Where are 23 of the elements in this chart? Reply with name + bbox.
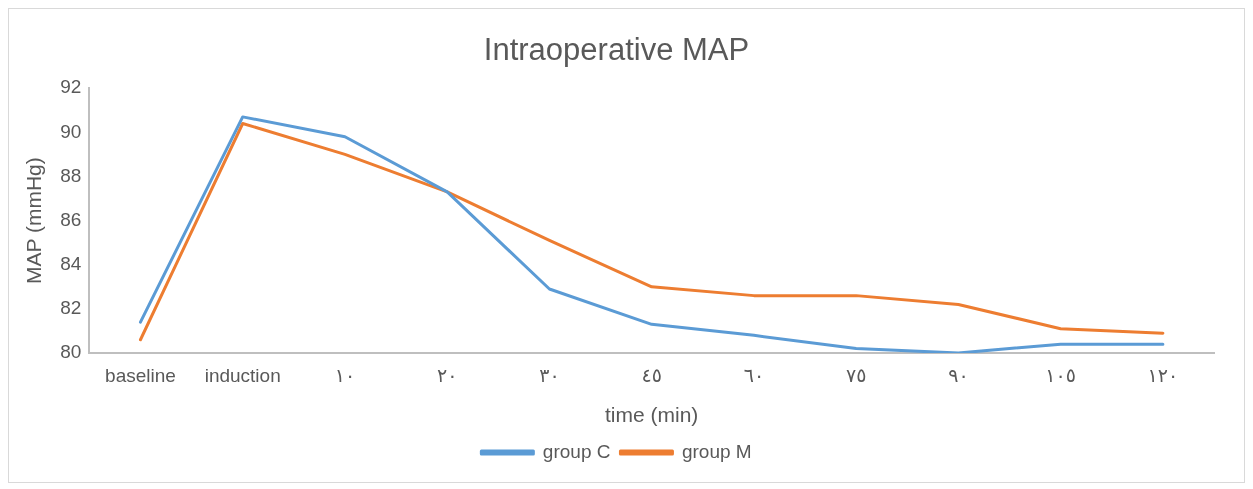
y-tick-label: 86 (60, 208, 82, 230)
x-tick-label: baseline (105, 364, 176, 386)
x-axis-title: time (min) (604, 403, 699, 427)
x-tick-label: ١٠٥ (1045, 364, 1076, 386)
legend-label: group C (542, 440, 611, 462)
x-tick-label: ٧٥ (845, 364, 867, 386)
legend-label: group M (681, 440, 752, 462)
x-tick-label: ٣٠ (539, 364, 560, 386)
x-tick-label: induction (204, 364, 281, 386)
y-tick-label: 82 (60, 297, 82, 319)
y-axis-title: MAP (mmHg) (22, 157, 46, 284)
x-tick-label: ١٢٠ (1147, 364, 1179, 386)
x-tick-label: ٩٠ (948, 364, 969, 386)
x-tick-label: ٦٠ (743, 364, 765, 386)
chart-title: Intraoperative MAP (483, 32, 750, 68)
y-tick-label: 80 (60, 341, 82, 363)
y-tick-label: 88 (60, 164, 82, 186)
y-tick-label: 92 (60, 76, 82, 98)
y-tick-label: 90 (60, 120, 82, 142)
x-tick-label: ٢٠ (436, 364, 458, 386)
x-tick-label: ١٠ (334, 364, 356, 386)
x-tick-label: ٤٥ (641, 364, 662, 386)
y-tick-label: 84 (60, 252, 82, 274)
